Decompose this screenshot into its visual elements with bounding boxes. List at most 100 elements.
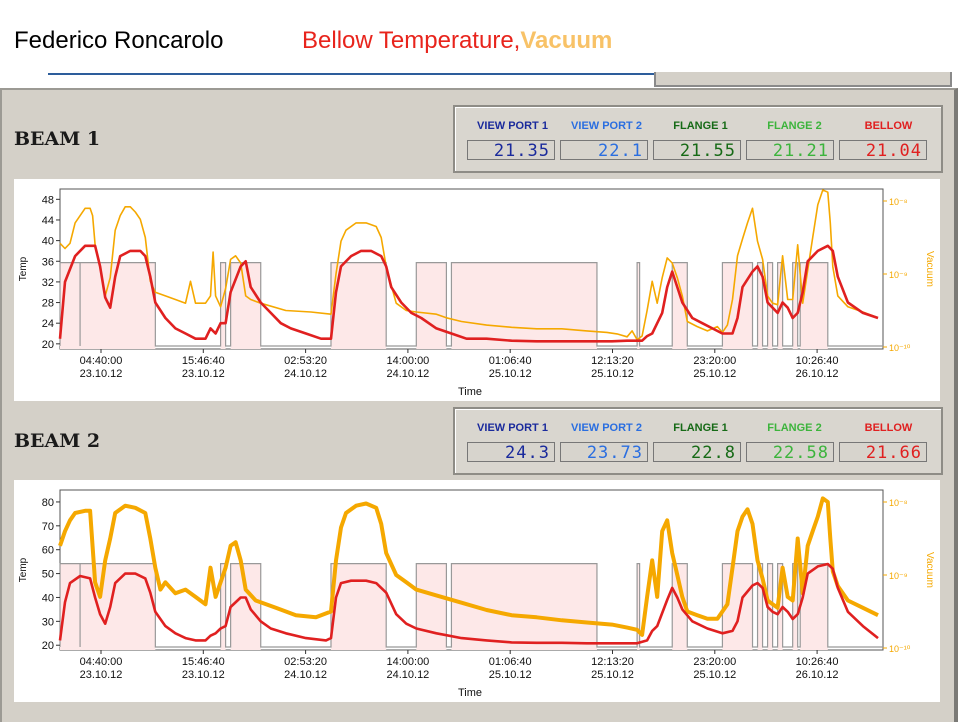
x-tick-label-date-6: 25.10.12 — [693, 669, 736, 681]
x-tick-label-time-0: 04:40:00 — [80, 355, 123, 367]
x-tick-label-date-7: 26.10.12 — [796, 669, 839, 681]
y-tick-label-5: 70 — [42, 521, 54, 533]
y-tick-label-0: 20 — [42, 640, 54, 652]
x-tick-label-time-2: 02:53:20 — [284, 656, 327, 668]
x-axis-label: Time — [458, 386, 482, 398]
y2-tick-label-2: 10⁻¹⁰ — [889, 343, 911, 353]
bellow-series-line — [58, 244, 879, 343]
x-tick-label-date-0: 23.10.12 — [80, 669, 123, 681]
y-tick-label-0: 20 — [42, 339, 54, 351]
mask-shade-3 — [230, 262, 261, 349]
x-tick-label-time-3: 14:00:00 — [386, 656, 429, 668]
mask-shade-8 — [672, 563, 688, 650]
mask-shade-13 — [792, 563, 798, 650]
slide-header: Federico Roncarolo Bellow Temperature,Va… — [0, 0, 960, 76]
x-tick-label-date-3: 24.10.12 — [386, 669, 429, 681]
monitor-panel: BEAM 1 VIEW PORT 1 VIEW PORT 2 FLANGE 1 … — [0, 88, 958, 722]
mask-shade-0 — [60, 563, 81, 650]
beam2-bellow-value: 21.66 — [839, 442, 927, 463]
y2-axis-label: Vacuum — [924, 552, 935, 588]
x-tick-label-time-2: 02:53:20 — [284, 355, 327, 367]
beam2-chart-svg: 20 30 40 50 60 70 80 Temp 10⁻⁸ 10⁻⁹ 10⁻¹⁰ Vacuum 04:… — [18, 489, 935, 699]
x-tick-label-time-0: 04:40:00 — [80, 656, 123, 668]
beam1-viewport2-value: 22.1 — [560, 140, 648, 161]
x-tick-label-time-6: 23:20:00 — [693, 656, 736, 668]
x-tick-label-date-2: 24.10.12 — [284, 368, 327, 380]
header-rule — [48, 73, 913, 75]
x-tick-label-time-1: 15:46:40 — [182, 656, 225, 668]
x-tick-label-date-4: 25.10.12 — [489, 669, 532, 681]
mask-shade-9 — [722, 262, 753, 349]
beam2-bellow-label: BELLOW — [864, 422, 913, 434]
y-tick-label-3: 32 — [42, 277, 54, 289]
beam2-label: BEAM 2 — [14, 430, 101, 452]
mask-shade-5 — [416, 563, 447, 650]
beam2-chart: 20 30 40 50 60 70 80 Temp 10⁻⁸ 10⁻⁹ 10⁻¹⁰ Vacuum 04:… — [14, 480, 940, 702]
y-tick-label-4: 60 — [42, 545, 54, 557]
mask-shade-13 — [792, 262, 798, 349]
window-tab-edge — [654, 72, 952, 87]
beam2-readouts: VIEW PORT 1 VIEW PORT 2 FLANGE 1 FLANGE … — [453, 407, 943, 475]
beam1-readouts: VIEW PORT 1 VIEW PORT 2 FLANGE 1 FLANGE … — [453, 105, 943, 173]
beam2-flange2-value: 22.58 — [746, 442, 834, 463]
y-tick-label-4: 36 — [42, 256, 54, 268]
slide-title-part1: Bellow Temperature, — [302, 27, 521, 54]
beam2-viewport2-label: VIEW PORT 2 — [571, 422, 642, 434]
y-tick-label-6: 80 — [42, 497, 54, 509]
x-tick-label-date-6: 25.10.12 — [693, 368, 736, 380]
y2-tick-label-2: 10⁻¹⁰ — [889, 644, 911, 654]
x-tick-label-time-7: 10:26:40 — [796, 355, 839, 367]
slide-title: Bellow Temperature,Vacuum — [302, 27, 612, 55]
mask-shade-11 — [767, 563, 773, 650]
beam1-bellow-value: 21.04 — [839, 140, 927, 161]
y-tick-label-2: 28 — [42, 298, 54, 310]
beam1-chart-svg: 20 24 28 32 36 40 44 48 Temp 10⁻⁸ 10⁻⁹ 10⁻¹⁰ Vacuum 0… — [18, 188, 935, 398]
x-tick-label-time-5: 12:13:20 — [591, 656, 634, 668]
beam2-viewport1-label: VIEW PORT 1 — [477, 422, 548, 434]
bellow-series-line — [58, 562, 879, 645]
x-tick-label-date-5: 25.10.12 — [591, 368, 634, 380]
beam1-flange2-label: FLANGE 2 — [767, 120, 822, 132]
mask-shade-12 — [777, 563, 783, 650]
y-tick-label-5: 40 — [42, 236, 54, 248]
y-tick-label-7: 48 — [42, 194, 54, 206]
vacuum-series-line — [58, 496, 879, 637]
x-tick-label-time-1: 15:46:40 — [182, 355, 225, 367]
beam1-flange1-label: FLANGE 1 — [673, 120, 728, 132]
beam1-chart: 20 24 28 32 36 40 44 48 Temp 10⁻⁸ 10⁻⁹ 10⁻¹⁰ Vacuum 0… — [14, 179, 940, 401]
mask-shade-3 — [230, 563, 261, 650]
beam2-flange1-label: FLANGE 1 — [673, 422, 728, 434]
y2-tick-label-0: 10⁻⁸ — [889, 498, 908, 508]
mask-shade-7 — [637, 262, 640, 349]
beam1-viewport1-label: VIEW PORT 1 — [477, 120, 548, 132]
author-name: Federico Roncarolo — [14, 27, 224, 54]
mask-shade-10 — [757, 262, 763, 349]
x-tick-label-date-7: 26.10.12 — [796, 368, 839, 380]
mask-shade-4 — [330, 563, 387, 650]
x-tick-label-date-2: 24.10.12 — [284, 669, 327, 681]
beam1-viewport1-value: 21.35 — [467, 140, 555, 161]
beam1-flange2-value: 21.21 — [746, 140, 834, 161]
mask-series-line — [59, 262, 883, 347]
mask-shade-7 — [637, 563, 640, 650]
slide-title-part2: Vacuum — [520, 27, 613, 54]
x-tick-label-time-6: 23:20:00 — [693, 355, 736, 367]
beam1-viewport2-label: VIEW PORT 2 — [571, 120, 642, 132]
x-tick-label-date-3: 24.10.12 — [386, 368, 429, 380]
beam1-label: BEAM 1 — [14, 128, 101, 150]
x-tick-label-date-1: 23.10.12 — [182, 368, 225, 380]
y-tick-label-2: 40 — [42, 592, 54, 604]
beam2-viewport1-value: 24.3 — [467, 442, 555, 463]
x-tick-label-time-5: 12:13:20 — [591, 355, 634, 367]
y-tick-label-1: 24 — [42, 318, 54, 330]
x-tick-label-date-4: 25.10.12 — [489, 368, 532, 380]
mask-shade-5 — [416, 262, 447, 349]
y2-tick-label-0: 10⁻⁸ — [889, 197, 908, 207]
beam2-flange2-label: FLANGE 2 — [767, 422, 822, 434]
vacuum-series-line — [59, 189, 879, 341]
y-axis-label: Temp — [18, 256, 29, 281]
y-tick-label-3: 50 — [42, 569, 54, 581]
x-tick-label-time-4: 01:06:40 — [489, 355, 532, 367]
y2-tick-label-1: 10⁻⁹ — [889, 571, 908, 581]
mask-shade-10 — [757, 563, 763, 650]
